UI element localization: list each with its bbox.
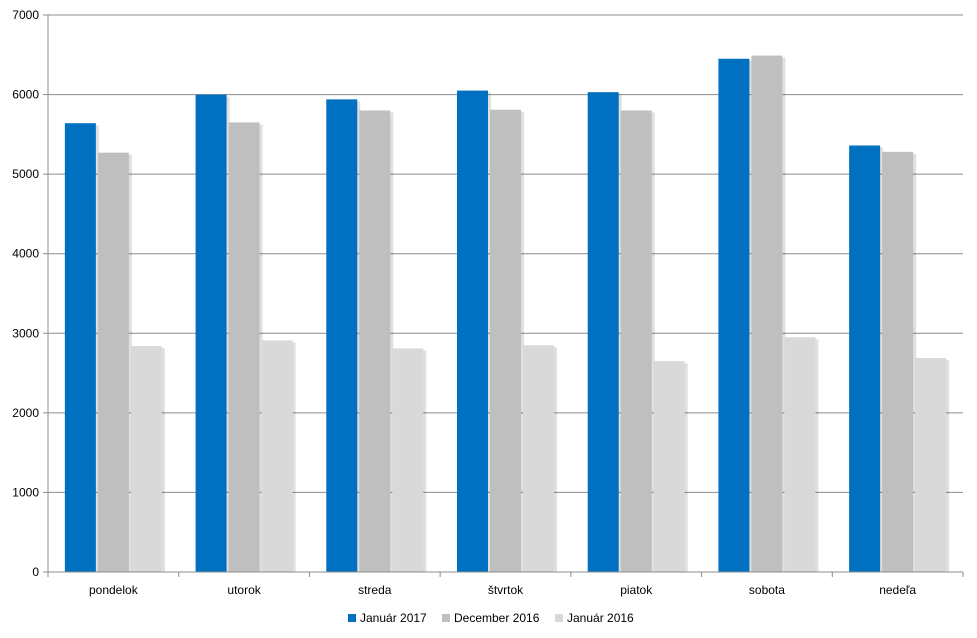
legend: Január 2017 December 2016 Január 2016: [348, 611, 634, 625]
y-tick-label: 2000: [12, 406, 39, 420]
y-tick-label: 6000: [12, 88, 39, 102]
bar: [882, 151, 914, 572]
legend-label: Január 2016: [567, 611, 634, 625]
y-tick-label: 1000: [12, 485, 39, 499]
y-tick-label: 3000: [12, 326, 39, 340]
x-tick-label: utorok: [227, 583, 261, 597]
legend-label: Január 2017: [360, 611, 427, 625]
x-tick-label: sobota: [749, 583, 785, 597]
bar: [359, 110, 391, 572]
bar: [97, 152, 129, 572]
y-tick-label: 7000: [12, 8, 39, 22]
bar: [718, 58, 750, 573]
legend-label: December 2016: [454, 611, 540, 625]
legend-swatch: [348, 614, 356, 622]
axes: [47, 15, 964, 577]
bar: [195, 94, 227, 573]
bar: [261, 340, 293, 572]
legend-swatch: [442, 614, 450, 622]
bar: [64, 123, 96, 573]
bar: [915, 357, 947, 572]
x-tick-label: nedeľa: [879, 583, 916, 597]
bar: [523, 345, 554, 572]
y-tick-label: 4000: [12, 247, 39, 261]
y-axis-ticks: 0 1000 2000 3000 4000 5000 6000 7000: [12, 8, 39, 579]
x-tick-label: štvrtok: [488, 583, 524, 597]
bar: [326, 99, 358, 573]
bar: [587, 92, 619, 572]
bar: [392, 348, 424, 572]
bar: [457, 90, 488, 572]
bar: [653, 361, 685, 572]
bar: [490, 109, 521, 572]
x-tick-label: piatok: [620, 583, 653, 597]
bar: [849, 145, 881, 573]
x-tick-label: pondelok: [89, 583, 139, 597]
y-tick-label: 0: [32, 565, 39, 579]
bar: [228, 122, 260, 573]
bar: [130, 346, 162, 572]
bar: [751, 55, 783, 573]
bars: [64, 55, 950, 573]
bar: [620, 110, 652, 572]
y-tick-label: 5000: [12, 167, 39, 181]
x-tick-label: streda: [358, 583, 392, 597]
bar: [784, 337, 816, 572]
legend-swatch: [555, 614, 563, 622]
x-axis-ticks: pondelok utorok streda štvrtok piatok sobota n…: [89, 583, 916, 597]
